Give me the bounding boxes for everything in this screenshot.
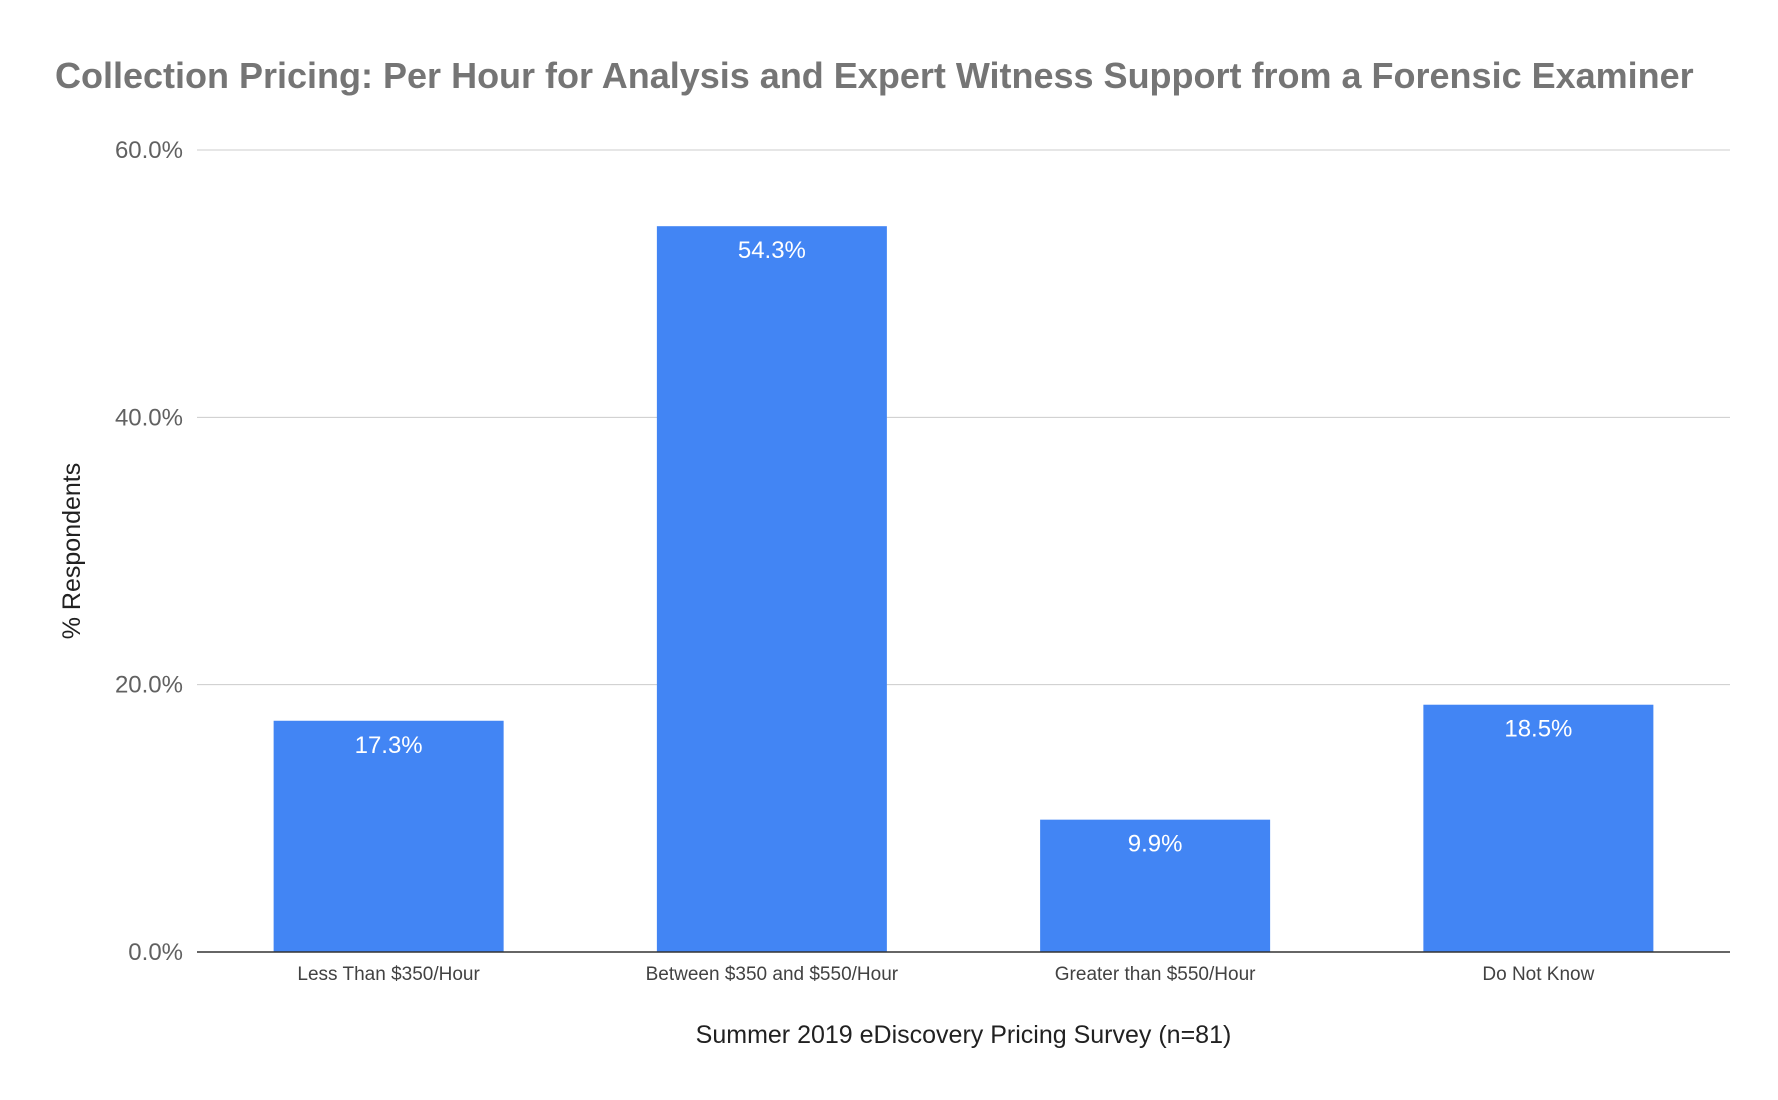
bar-value-label: 9.9% (1128, 831, 1183, 858)
x-axis-title: Summer 2019 eDiscovery Pricing Survey (n… (696, 1021, 1232, 1049)
bar (1040, 819, 1271, 952)
x-axis-ticks: Less Than $350/Hour Between $350 and $550… (297, 964, 1594, 985)
bar (656, 226, 887, 952)
y-axis-title: % Respondents (58, 463, 86, 640)
bar-value-label: 17.3% (355, 732, 423, 759)
x-tick-label: Greater than $550/Hour (1055, 964, 1256, 985)
bar-value-label: 54.3% (738, 237, 806, 264)
bar-value-label: 18.5% (1504, 716, 1572, 743)
y-tick-label: 60.0% (115, 137, 183, 164)
data-labels: 17.3% 54.3% 9.9% 18.5% (355, 237, 1573, 857)
chart-title: Collection Pricing: Per Hour for Analysi… (55, 55, 1694, 96)
x-tick-label: Do Not Know (1482, 964, 1594, 985)
bar (273, 720, 504, 952)
x-tick-label: Between $350 and $550/Hour (646, 964, 899, 985)
y-tick-label: 40.0% (115, 404, 183, 431)
bar (1423, 704, 1654, 952)
y-axis-ticks: 0.0% 20.0% 40.0% 60.0% (115, 137, 183, 966)
grid-lines (197, 149, 1730, 686)
x-tick-label: Less Than $350/Hour (297, 964, 480, 985)
bars (273, 226, 1654, 952)
y-tick-label: 0.0% (128, 939, 183, 966)
y-tick-label: 20.0% (115, 672, 183, 699)
